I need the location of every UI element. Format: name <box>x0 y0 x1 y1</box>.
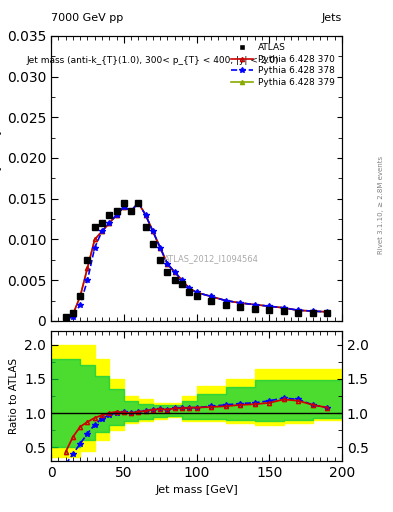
ATLAS <box>281 308 286 314</box>
ATLAS <box>194 293 199 300</box>
ATLAS <box>143 224 148 230</box>
ATLAS <box>209 297 213 304</box>
ATLAS <box>85 257 90 263</box>
ATLAS <box>165 269 170 275</box>
Y-axis label: Ratio to ATLAS: Ratio to ATLAS <box>9 358 19 434</box>
Legend: ATLAS, Pythia 6.428 370, Pythia 6.428 378, Pythia 6.428 379: ATLAS, Pythia 6.428 370, Pythia 6.428 37… <box>228 40 338 90</box>
ATLAS <box>114 208 119 214</box>
ATLAS <box>238 304 242 310</box>
ATLAS <box>136 200 141 206</box>
ATLAS <box>151 241 155 247</box>
Text: Jets: Jets <box>321 13 342 23</box>
ATLAS <box>252 306 257 312</box>
ATLAS <box>78 293 83 300</box>
ATLAS <box>267 307 272 313</box>
ATLAS <box>223 302 228 308</box>
Text: Rivet 3.1.10, ≥ 2.8M events: Rivet 3.1.10, ≥ 2.8M events <box>378 156 384 254</box>
ATLAS <box>325 310 330 316</box>
Y-axis label: 1/σ dσ/dm [GeV⁻¹]: 1/σ dσ/dm [GeV⁻¹] <box>0 130 1 226</box>
ATLAS <box>92 224 97 230</box>
ATLAS <box>121 200 126 206</box>
ATLAS <box>129 208 134 214</box>
ATLAS <box>173 277 177 283</box>
X-axis label: Jet mass [GeV]: Jet mass [GeV] <box>155 485 238 495</box>
ATLAS <box>107 212 112 218</box>
Line: ATLAS: ATLAS <box>63 200 330 319</box>
ATLAS <box>187 289 192 295</box>
Text: 7000 GeV pp: 7000 GeV pp <box>51 13 123 23</box>
ATLAS <box>158 257 163 263</box>
Text: Jet mass (anti-k_{T}(1.0), 300< p_{T} < 400, |y| < 2.0): Jet mass (anti-k_{T}(1.0), 300< p_{T} < … <box>27 56 279 65</box>
ATLAS <box>63 314 68 320</box>
Text: ATLAS_2012_I1094564: ATLAS_2012_I1094564 <box>163 253 259 263</box>
ATLAS <box>71 310 75 316</box>
ATLAS <box>296 310 301 316</box>
ATLAS <box>310 310 315 316</box>
ATLAS <box>100 220 105 226</box>
ATLAS <box>180 281 184 287</box>
